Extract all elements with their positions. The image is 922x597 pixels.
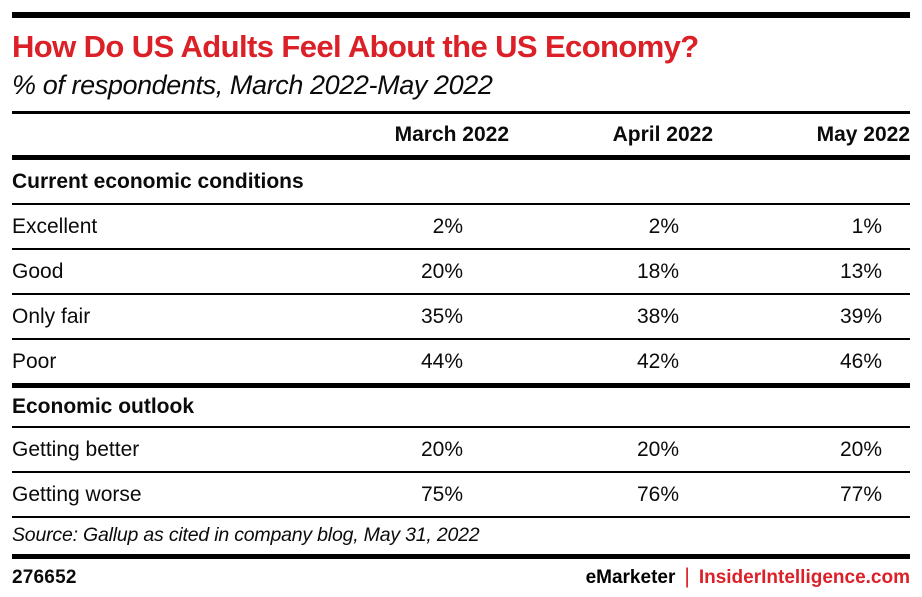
row-label: Good bbox=[12, 259, 64, 283]
emarketer-logo: eMarketer bbox=[585, 566, 676, 588]
section-header-current-conditions: Current economic conditions bbox=[12, 160, 910, 205]
footer: 276652 eMarketer | InsiderIntelligence.c… bbox=[12, 559, 910, 597]
brand-lockup: eMarketer | InsiderIntelligence.com bbox=[585, 564, 910, 590]
section-header-economic-outlook: Economic outlook bbox=[12, 388, 910, 428]
section-title: Economic outlook bbox=[12, 395, 195, 419]
value-march: 44% bbox=[420, 349, 463, 373]
top-rule bbox=[12, 12, 910, 18]
column-header-row: March 2022 April 2022 May 2022 bbox=[12, 114, 910, 160]
column-header-may: May 2022 bbox=[816, 122, 910, 146]
table-row-excellent: Excellent 2% 2% 1% bbox=[12, 205, 910, 250]
value-april: 20% bbox=[636, 437, 679, 461]
insider-intelligence-logo: InsiderIntelligence.com bbox=[698, 566, 910, 588]
value-april: 38% bbox=[636, 304, 679, 328]
chart-id: 276652 bbox=[12, 566, 77, 588]
chart-title: How Do US Adults Feel About the US Econo… bbox=[12, 29, 699, 64]
footer-rule bbox=[12, 553, 910, 559]
source-note: Source: Gallup as cited in company blog,… bbox=[12, 524, 480, 547]
row-label: Excellent bbox=[12, 214, 98, 238]
table-row-good: Good 20% 18% 13% bbox=[12, 250, 910, 295]
table-row-getting-better: Getting better 20% 20% 20% bbox=[12, 428, 910, 473]
value-may: 13% bbox=[839, 259, 882, 283]
row-label: Only fair bbox=[12, 304, 91, 328]
table-row-getting-worse: Getting worse 75% 76% 77% bbox=[12, 473, 910, 518]
value-april: 42% bbox=[636, 349, 679, 373]
value-may: 1% bbox=[851, 214, 882, 238]
value-march: 20% bbox=[420, 437, 463, 461]
row-label: Getting better bbox=[12, 437, 140, 461]
section-title: Current economic conditions bbox=[12, 169, 304, 193]
value-march: 2% bbox=[432, 214, 463, 238]
chart-page: How Do US Adults Feel About the US Econo… bbox=[12, 0, 910, 597]
row-label: Getting worse bbox=[12, 482, 142, 506]
value-may: 77% bbox=[839, 482, 882, 506]
value-april: 18% bbox=[636, 259, 679, 283]
value-march: 35% bbox=[420, 304, 463, 328]
column-header-april: April 2022 bbox=[612, 122, 713, 146]
value-may: 39% bbox=[839, 304, 882, 328]
value-april: 76% bbox=[636, 482, 679, 506]
row-label: Poor bbox=[12, 349, 57, 373]
value-march: 75% bbox=[420, 482, 463, 506]
column-header-march: March 2022 bbox=[394, 122, 509, 146]
table-row-only-fair: Only fair 35% 38% 39% bbox=[12, 295, 910, 340]
data-table: March 2022 April 2022 May 2022 Current e… bbox=[12, 110, 910, 554]
value-may: 20% bbox=[839, 437, 882, 461]
table-row-poor: Poor 44% 42% 46% bbox=[12, 340, 910, 388]
value-march: 20% bbox=[420, 259, 463, 283]
chart-subtitle: % of respondents, March 2022-May 2022 bbox=[12, 69, 493, 100]
value-april: 2% bbox=[648, 214, 679, 238]
brand-separator: | bbox=[684, 564, 690, 588]
value-may: 46% bbox=[839, 349, 882, 373]
